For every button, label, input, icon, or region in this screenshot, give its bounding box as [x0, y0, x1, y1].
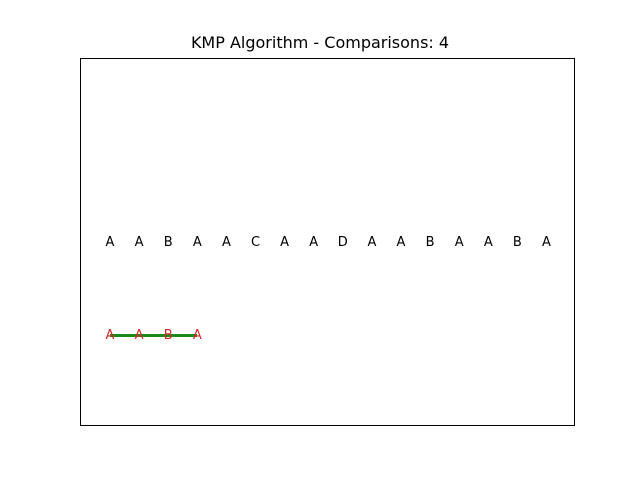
pattern-char: A [192, 328, 202, 343]
match-line [110, 334, 198, 337]
text-char: A [454, 235, 464, 250]
pattern-char: A [134, 328, 144, 343]
pattern-char: A [105, 328, 115, 343]
text-char: B [163, 235, 173, 250]
plot-area: A A B A A C A A D A A B A A B A A A B A [80, 58, 575, 426]
text-char: B [512, 235, 522, 250]
text-char: A [280, 235, 290, 250]
text-char: A [192, 235, 202, 250]
text-char: A [134, 235, 144, 250]
text-char: A [367, 235, 377, 250]
pattern-char: B [163, 328, 173, 343]
text-char: A [105, 235, 115, 250]
text-char: A [221, 235, 231, 250]
text-char: A [483, 235, 493, 250]
text-char: A [309, 235, 319, 250]
text-char: B [425, 235, 435, 250]
text-char: A [542, 235, 551, 250]
text-char: D [337, 235, 348, 250]
text-char: C [250, 235, 261, 250]
text-char: A [396, 235, 406, 250]
figure-title: KMP Algorithm - Comparisons: 4 [190, 33, 450, 52]
